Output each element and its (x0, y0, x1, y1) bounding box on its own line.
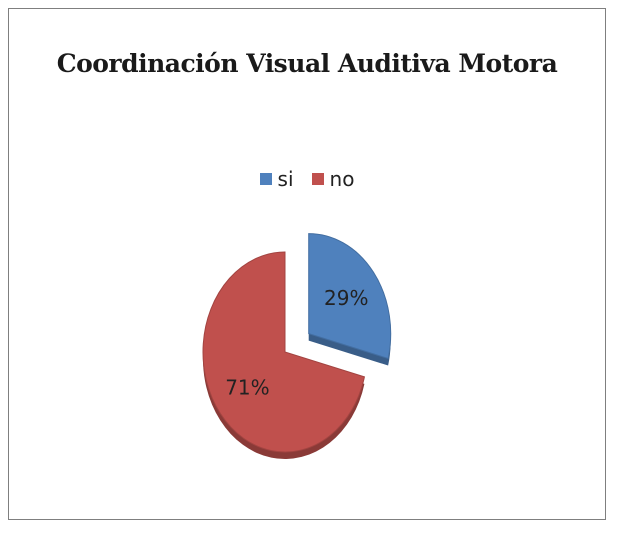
legend-label-si: si (277, 167, 294, 191)
legend-label-no: no (329, 167, 355, 191)
legend-item-si: si (259, 167, 294, 191)
legend-swatch-si (259, 173, 272, 185)
legend: si no (9, 167, 605, 191)
legend-item-no: no (311, 167, 355, 191)
pie-slice-si (308, 233, 392, 360)
data-label-no: 71% (225, 376, 269, 400)
pie-slice-no (202, 251, 366, 453)
chart-title: Coordinación Visual Auditiva Motora (56, 49, 558, 78)
data-label-si: 29% (324, 286, 368, 310)
legend-swatch-no (311, 173, 324, 185)
